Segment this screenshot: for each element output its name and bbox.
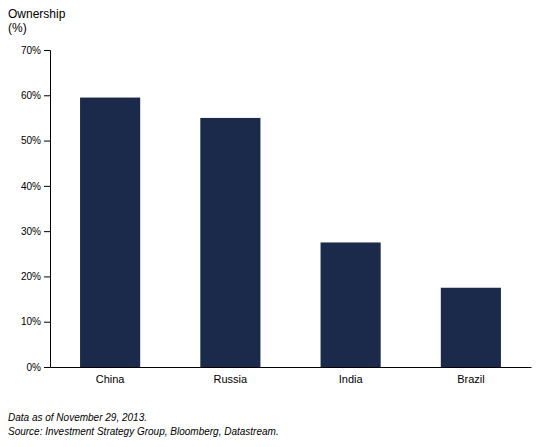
x-tick-label: Brazil [457, 373, 485, 385]
y-tick-mark [44, 141, 50, 142]
y-tick-label: 10% [21, 316, 41, 327]
y-tick-label: 60% [21, 90, 41, 101]
y-tick: 50% [21, 135, 50, 146]
y-tick-mark [44, 276, 50, 277]
y-tick-label: 20% [21, 271, 41, 282]
y-tick-mark [44, 50, 50, 51]
bars [80, 98, 501, 367]
x-axis-line [51, 367, 532, 368]
x-tick: Brazil [457, 373, 485, 385]
y-tick: 70% [21, 45, 50, 56]
x-tick: India [339, 373, 364, 385]
y-tick-label: 30% [21, 226, 41, 237]
y-tick: 40% [21, 181, 50, 192]
x-tick-label: India [339, 373, 364, 385]
y-tick-label: 50% [21, 135, 41, 146]
x-tick-label: Russia [214, 373, 249, 385]
y-tick: 60% [21, 90, 50, 101]
y-tick-label: 0% [27, 362, 42, 373]
plot: 0% 10% 20% 30% 40% 50% 60% 70% China Russia India B… [21, 45, 532, 385]
y-axis-label: (%) [8, 21, 27, 35]
y-tick-mark [44, 322, 50, 323]
x-tick: China [96, 373, 126, 385]
x-axis: China Russia India Brazil [51, 368, 532, 385]
x-tick-label: China [96, 373, 126, 385]
y-tick-mark [44, 186, 50, 187]
y-tick: 10% [21, 316, 50, 327]
bar [321, 242, 381, 367]
chart: 0% 10% 20% 30% 40% 50% 60% 70% China Russia India B… [0, 0, 551, 447]
bar [441, 288, 501, 367]
y-axis-label: Ownership [8, 7, 66, 21]
y-tick: 30% [21, 226, 50, 237]
x-tick: Russia [214, 373, 249, 385]
y-tick-label: 70% [21, 45, 41, 56]
y-tick-mark [44, 95, 50, 96]
footnote: Data as of November 29, 2013. [8, 412, 147, 423]
bar [200, 118, 260, 367]
y-tick-label: 40% [21, 181, 41, 192]
y-axis: 0% 10% 20% 30% 40% 50% 60% 70% [21, 45, 51, 373]
y-axis-line [44, 51, 51, 368]
y-tick: 20% [21, 271, 50, 282]
y-tick-mark [44, 231, 50, 232]
bar [80, 98, 140, 367]
y-tick-mark [44, 367, 50, 368]
y-tick: 0% [27, 362, 50, 373]
footnote: Source: Investment Strategy Group, Bloom… [8, 426, 279, 437]
